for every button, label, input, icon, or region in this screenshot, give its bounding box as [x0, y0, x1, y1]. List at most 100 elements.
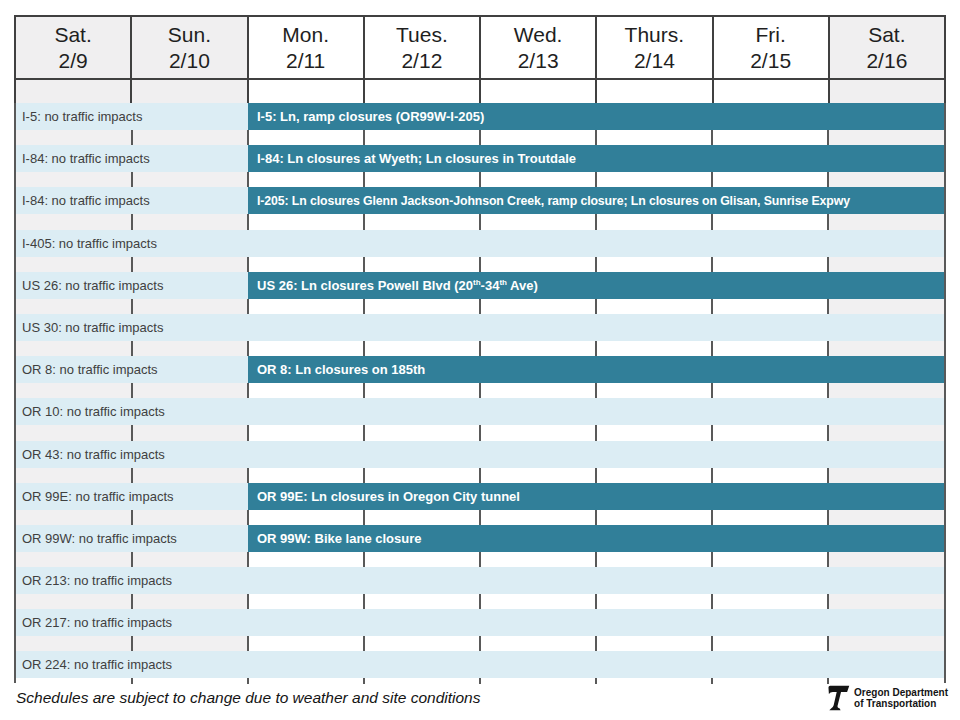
schedule-slide: Sat. 2/9 Sun. 2/10 Mon. 2/11 Tues. 2/12 …: [0, 0, 960, 720]
table-bottom-ticks: [16, 678, 944, 684]
no-impact-label: OR 217: no traffic impacts: [22, 615, 172, 630]
closure-bar: OR 99E: Ln closures in Oregon City tunne…: [248, 483, 944, 510]
odot-logo: Oregon Department of Transportation: [825, 684, 948, 712]
schedule-row-us26: US 26: no traffic impacts US 26: Ln clos…: [14, 272, 946, 314]
day-header-tues-2-12: Tues. 2/12: [365, 17, 481, 78]
empty-cell: [365, 80, 481, 103]
row-gap: [16, 214, 944, 229]
empty-cell: [597, 80, 713, 103]
day-name: Wed.: [514, 22, 563, 48]
day-name: Sat.: [868, 22, 905, 48]
empty-cell: [16, 80, 132, 103]
no-impact-label: US 30: no traffic impacts: [22, 320, 163, 335]
schedule-row-or99e: OR 99E: no traffic impacts OR 99E: Ln cl…: [14, 483, 946, 525]
day-date: 2/15: [750, 48, 791, 74]
day-header-mon-2-11: Mon. 2/11: [249, 17, 365, 78]
no-impact-label: I-84: no traffic impacts: [22, 151, 150, 166]
closure-gantt-chart: I-5: no traffic impacts I-5: Ln, ramp cl…: [14, 103, 946, 685]
no-impact-label: I-405: no traffic impacts: [22, 236, 157, 251]
closure-label: I-205: Ln closures Glenn Jackson-Johnson…: [257, 194, 850, 208]
row-gap: [16, 425, 944, 440]
closure-label: OR 99W: Bike lane closure: [257, 531, 422, 546]
schedule-row-i5: I-5: no traffic impacts I-5: Ln, ramp cl…: [14, 103, 946, 145]
header-empty-row: [14, 80, 946, 103]
closure-label: OR 99E: Ln closures in Oregon City tunne…: [257, 489, 520, 504]
no-impact-bar: US 30: no traffic impacts: [16, 314, 944, 341]
closure-bar: I-84: Ln closures at Wyeth; Ln closures …: [248, 145, 944, 172]
calendar-header: Sat. 2/9 Sun. 2/10 Mon. 2/11 Tues. 2/12 …: [14, 15, 946, 80]
no-impact-bar: I-84: no traffic impacts: [16, 187, 248, 214]
no-impact-bar: OR 213: no traffic impacts: [16, 567, 944, 594]
row-gap: [16, 172, 944, 187]
closure-label: US 26: Ln closures Powell Blvd (20th-34t…: [257, 278, 538, 293]
day-date: 2/14: [634, 48, 675, 74]
row-gap: [16, 130, 944, 145]
no-impact-label: OR 213: no traffic impacts: [22, 573, 172, 588]
day-name: Tues.: [396, 22, 448, 48]
schedule-row-i405: I-405: no traffic impacts: [14, 230, 946, 272]
table-left-border: [14, 103, 16, 683]
schedule-row-or99w: OR 99W: no traffic impacts OR 99W: Bike …: [14, 525, 946, 567]
schedule-row-or213: OR 213: no traffic impacts: [14, 567, 946, 609]
day-name: Fri.: [755, 22, 785, 48]
day-date: 2/11: [286, 48, 325, 74]
closure-bar: I-205: Ln closures Glenn Jackson-Johnson…: [248, 187, 944, 214]
no-impact-bar: OR 8: no traffic impacts: [16, 356, 248, 383]
schedule-row-or8: OR 8: no traffic impacts OR 8: Ln closur…: [14, 356, 946, 398]
row-gap: [16, 510, 944, 525]
row-gap: [16, 552, 944, 567]
row-gap: [16, 468, 944, 483]
no-impact-label: OR 99E: no traffic impacts: [22, 489, 174, 504]
no-impact-label: OR 224: no traffic impacts: [22, 657, 172, 672]
no-impact-label: OR 99W: no traffic impacts: [22, 531, 177, 546]
no-impact-label: OR 8: no traffic impacts: [22, 362, 158, 377]
closure-bar: I-5: Ln, ramp closures (OR99W-I-205): [248, 103, 944, 130]
empty-cell: [481, 80, 597, 103]
schedule-row-i84: I-84: no traffic impacts I-84: Ln closur…: [14, 145, 946, 187]
day-date: 2/13: [518, 48, 559, 74]
no-impact-bar: US 26: no traffic impacts: [16, 272, 248, 299]
closure-bar: OR 99W: Bike lane closure: [248, 525, 944, 552]
schedule-row-i205: I-84: no traffic impacts I-205: Ln closu…: [14, 187, 946, 229]
no-impact-bar: OR 43: no traffic impacts: [16, 441, 944, 468]
day-header-wed-2-13: Wed. 2/13: [481, 17, 597, 78]
schedule-row-or43: OR 43: no traffic impacts: [14, 441, 946, 483]
no-impact-bar: OR 224: no traffic impacts: [16, 651, 944, 678]
no-impact-label: I-84: no traffic impacts: [22, 193, 150, 208]
schedule-row-or217: OR 217: no traffic impacts: [14, 609, 946, 651]
day-date: 2/12: [401, 48, 442, 74]
row-gap: [16, 594, 944, 609]
odot-logo-text: Oregon Department of Transportation: [854, 687, 948, 709]
row-gap: [16, 636, 944, 651]
day-header-sat-2-16: Sat. 2/16: [830, 17, 944, 78]
no-impact-bar: OR 99W: no traffic impacts: [16, 525, 248, 552]
day-date: 2/9: [59, 48, 88, 74]
day-header-sat-2-9: Sat. 2/9: [16, 17, 132, 78]
no-impact-bar: OR 99E: no traffic impacts: [16, 483, 248, 510]
day-name: Sat.: [54, 22, 91, 48]
empty-cell: [132, 80, 248, 103]
no-impact-label: US 26: no traffic impacts: [22, 278, 163, 293]
empty-cell: [249, 80, 365, 103]
closure-label: I-5: Ln, ramp closures (OR99W-I-205): [257, 109, 484, 124]
closure-bar: OR 8: Ln closures on 185th: [248, 356, 944, 383]
no-impact-bar: I-5: no traffic impacts: [16, 103, 248, 130]
day-name: Thurs.: [625, 22, 685, 48]
no-impact-label: OR 10: no traffic impacts: [22, 404, 165, 419]
no-impact-bar: OR 217: no traffic impacts: [16, 609, 944, 636]
empty-cell: [830, 80, 944, 103]
closure-bar: US 26: Ln closures Powell Blvd (20th-34t…: [248, 272, 944, 299]
schedule-row-us30: US 30: no traffic impacts: [14, 314, 946, 356]
day-header-sun-2-10: Sun. 2/10: [132, 17, 248, 78]
schedule-row-or224: OR 224: no traffic impacts: [14, 651, 946, 693]
day-header-fri-2-15: Fri. 2/15: [714, 17, 830, 78]
no-impact-bar: OR 10: no traffic impacts: [16, 398, 944, 425]
no-impact-label: I-5: no traffic impacts: [22, 109, 142, 124]
day-name: Mon.: [282, 22, 329, 48]
no-impact-label: OR 43: no traffic impacts: [22, 447, 165, 462]
closure-label: OR 8: Ln closures on 185th: [257, 362, 425, 377]
empty-cell: [714, 80, 830, 103]
disclaimer-note: Schedules are subject to change due to w…: [16, 689, 480, 707]
odot-t-mark-icon: [825, 684, 851, 712]
table-right-border: [944, 103, 946, 683]
